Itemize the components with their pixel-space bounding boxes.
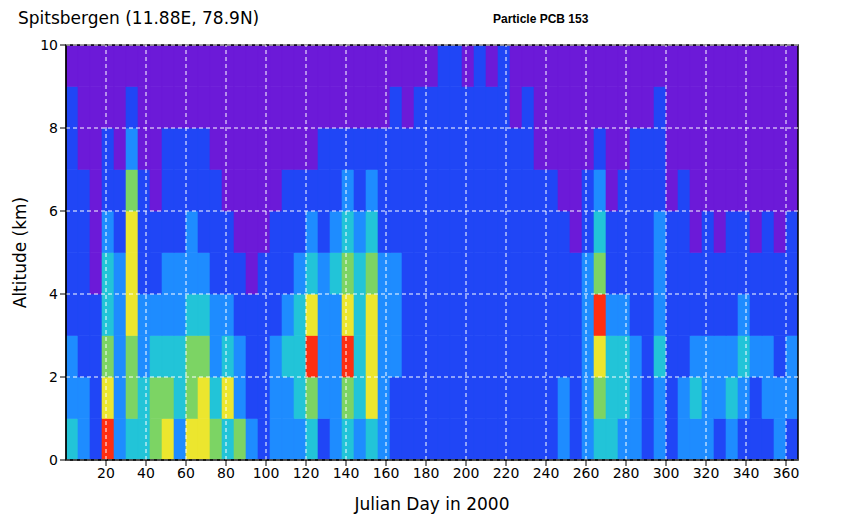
svg-text:100: 100 [253, 465, 280, 481]
svg-text:240: 240 [533, 465, 560, 481]
svg-text:0: 0 [49, 452, 58, 468]
svg-text:2: 2 [49, 369, 58, 385]
svg-text:140: 140 [333, 465, 360, 481]
svg-text:8: 8 [49, 120, 58, 136]
svg-text:300: 300 [653, 465, 680, 481]
svg-text:10: 10 [40, 37, 58, 53]
svg-text:360: 360 [773, 465, 800, 481]
svg-text:60: 60 [177, 465, 195, 481]
svg-text:340: 340 [733, 465, 760, 481]
svg-text:220: 220 [493, 465, 520, 481]
svg-text:80: 80 [217, 465, 235, 481]
svg-text:40: 40 [137, 465, 155, 481]
svg-text:20: 20 [97, 465, 115, 481]
svg-text:280: 280 [613, 465, 640, 481]
svg-text:6: 6 [49, 203, 58, 219]
svg-text:160: 160 [373, 465, 400, 481]
svg-text:4: 4 [49, 286, 58, 302]
svg-text:320: 320 [693, 465, 720, 481]
html-text:Spitsbergen (11.88E, 78.9N): Spitsbergen (11.88E, 78.9N) [18, 8, 260, 28]
svg-text:180: 180 [413, 465, 440, 481]
html-text:Particle PCB 153: Particle PCB 153 [493, 12, 589, 26]
svg-text:200: 200 [453, 465, 480, 481]
svg-text:Julian Day in 2000: Julian Day in 2000 [354, 494, 510, 514]
svg-text:120: 120 [293, 465, 320, 481]
svg-text:260: 260 [573, 465, 600, 481]
svg-text:Altitude (km): Altitude (km) [10, 197, 30, 309]
